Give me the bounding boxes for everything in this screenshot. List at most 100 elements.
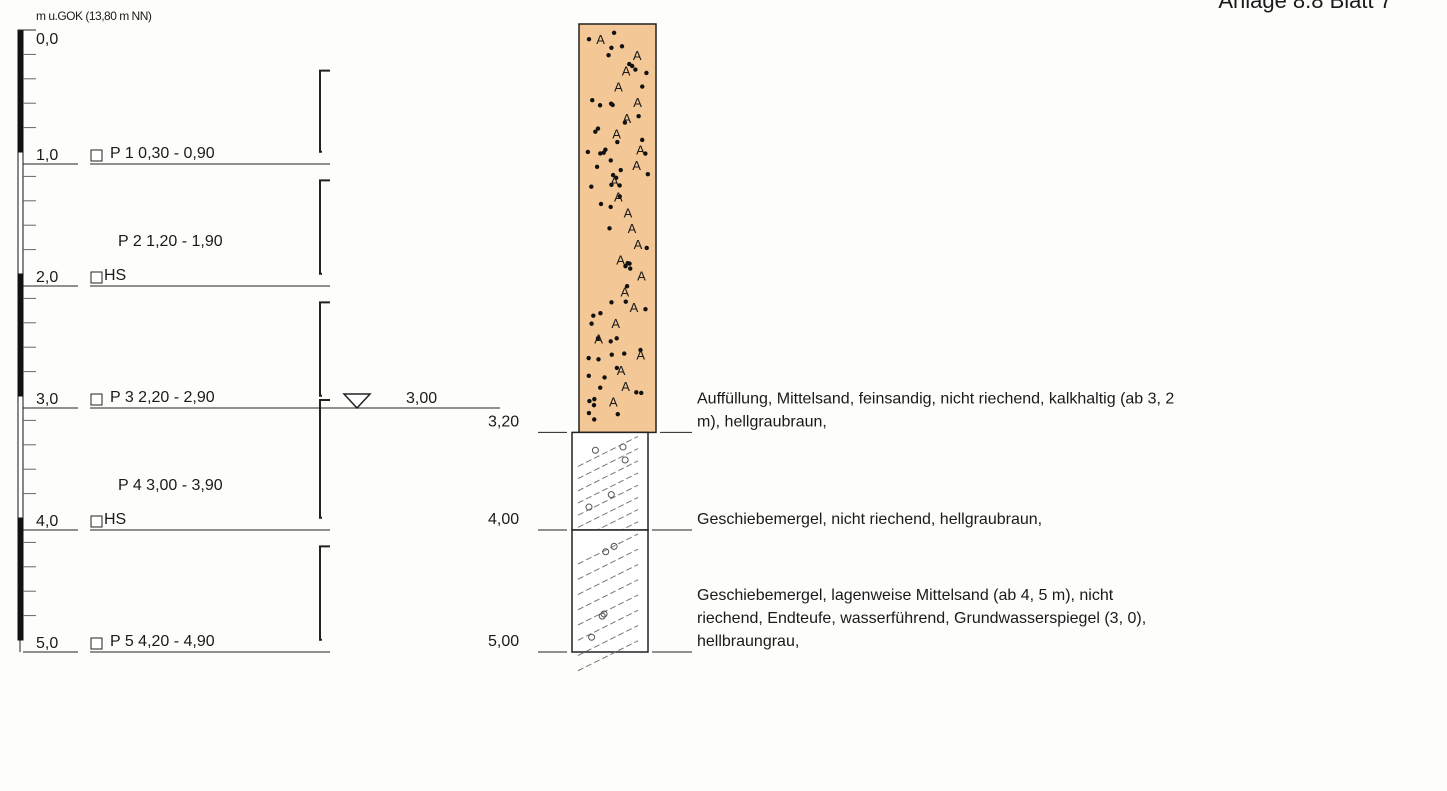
sand-dot-symbol: [592, 417, 597, 422]
fill-symbol: A: [594, 332, 603, 347]
sand-dot-symbol: [602, 375, 607, 380]
sand-dot-symbol: [598, 151, 603, 156]
sand-dot-symbol: [643, 306, 648, 312]
sand-dot-symbol: [645, 171, 651, 177]
fill-symbol: A: [610, 174, 619, 189]
gravel-symbol: [621, 456, 629, 464]
fill-symbol: A: [636, 347, 645, 362]
gravel-symbol: [619, 443, 627, 451]
fill-symbol: A: [611, 316, 620, 331]
sample-interval-bracket: [319, 301, 330, 397]
sample-box-icon: [90, 271, 103, 284]
scale-tick-label: 3,0: [36, 391, 58, 408]
layer-descriptions: Auffüllung, Mittelsand, feinsandig, nich…: [697, 390, 1174, 650]
sand-dot-symbol: [590, 98, 595, 103]
sample-intervals: P 1 0,30 - 0,90 P 2 1,20 - 1,90 HS P 3 2,20…: [90, 69, 330, 653]
sand-dot-symbol: [609, 182, 614, 187]
sample-interval-bracket: [319, 399, 330, 519]
sand-dot-symbol: [598, 311, 603, 316]
fill-symbol: A: [622, 64, 631, 79]
scale-bar-segment: [17, 517, 24, 641]
fill-symbol: A: [624, 205, 633, 220]
marl-hatch-line: [577, 472, 639, 504]
fill-symbol: A: [621, 379, 630, 394]
sand-dot-symbol: [625, 260, 630, 266]
groundwater-triangle-icon: [342, 393, 372, 410]
gravel-symbol: [588, 633, 596, 641]
sand-dot-symbol: [638, 347, 643, 353]
sand-dot-symbol: [601, 150, 606, 155]
sand-dot-symbol: [610, 172, 616, 178]
sand-dot-symbol: [608, 158, 613, 163]
sand-dot-symbol: [597, 103, 603, 108]
fill-symbol: A: [636, 142, 645, 157]
sand-dot-symbol: [607, 226, 612, 231]
marl-hatch-line: [577, 594, 639, 626]
gravel-symbol: [602, 548, 610, 556]
sand-dot-symbol: [586, 37, 592, 42]
sand-dot-symbol: [639, 390, 644, 396]
sand-dot-symbol: [593, 129, 598, 134]
sand-dot-symbol: [619, 44, 625, 49]
header: m u.GOK (13,80 m NN) Anlage 8.8 Blatt 7: [36, 0, 1392, 23]
sand-dot-symbol: [617, 194, 622, 199]
fill-symbol: A: [633, 95, 642, 110]
sand-dot-symbol: [611, 30, 617, 36]
sample-interval-bracket: [319, 69, 330, 153]
top-right-label: Anlage 8.8 Blatt 7: [1218, 0, 1392, 13]
groundwater-marker: 3,00: [330, 390, 500, 410]
sand-dot-symbol: [609, 300, 614, 305]
marl-hatch-line: [577, 640, 639, 672]
sample-label: P 4 3,00 - 3,90: [118, 477, 223, 494]
sand-dot-symbol: [614, 365, 620, 371]
sample-box-icon: [90, 515, 103, 528]
sand-dot-symbol: [586, 355, 591, 361]
fill-symbol: A: [596, 32, 605, 47]
soil-layer-3: [571, 529, 649, 653]
fill-symbol: A: [614, 190, 623, 205]
layer-bottom-depth-label: 5,00: [488, 633, 519, 650]
sand-dot-symbol: [618, 167, 623, 173]
fill-symbol: A: [634, 237, 643, 252]
scale-bar-segment: [17, 29, 24, 153]
sample-box-icon: [90, 149, 103, 162]
sand-dot-symbol: [585, 149, 591, 155]
soil-layer-1: [578, 23, 657, 434]
fill-symbol: A: [614, 79, 623, 94]
sand-dot-symbol: [595, 336, 601, 341]
sand-dot-symbol: [624, 283, 630, 289]
sand-dot-symbol: [586, 410, 592, 416]
sand-dot-symbol: [596, 357, 601, 362]
sand-dot-symbol: [608, 339, 613, 344]
fill-symbol: A: [630, 300, 639, 315]
fill-symbol: A: [633, 48, 642, 63]
marl-hatch-line: [577, 625, 639, 656]
marl-hatch-line: [577, 448, 639, 480]
sand-dot-symbol: [643, 151, 648, 156]
marl-hatch-line: [577, 435, 639, 467]
sand-dot-symbol: [614, 336, 619, 341]
sand-dot-symbol: [636, 113, 641, 119]
layer-bottom-depth-label: 3,20: [488, 413, 519, 430]
sand-dot-symbol: [587, 398, 592, 404]
marl-hatch-line: [577, 579, 639, 611]
fill-symbol: A: [623, 111, 632, 126]
depth-scale: 0,0 1,0 2,0 3,0 4,0 5,0: [17, 29, 78, 653]
scale-bar-segment: [17, 151, 24, 275]
sand-dot-symbol: [589, 184, 594, 189]
sand-dot-symbol: [598, 385, 603, 390]
scale-tick-label: 1,0: [36, 147, 58, 164]
sand-dot-symbol: [617, 183, 622, 188]
fill-symbol: A: [621, 284, 630, 299]
sand-dot-symbol: [640, 84, 645, 89]
fill-symbol: A: [616, 253, 625, 268]
layer-description-line: Geschiebemergel, nicht riechend, hellgra…: [697, 511, 1042, 528]
sand-dot-symbol: [610, 102, 615, 108]
sand-dot-symbol: [606, 52, 611, 58]
marl-hatch-line: [577, 496, 639, 528]
soil-layer-2: [571, 431, 649, 531]
sample-interval-bracket: [319, 179, 330, 275]
sand-dot-symbol: [598, 201, 604, 207]
